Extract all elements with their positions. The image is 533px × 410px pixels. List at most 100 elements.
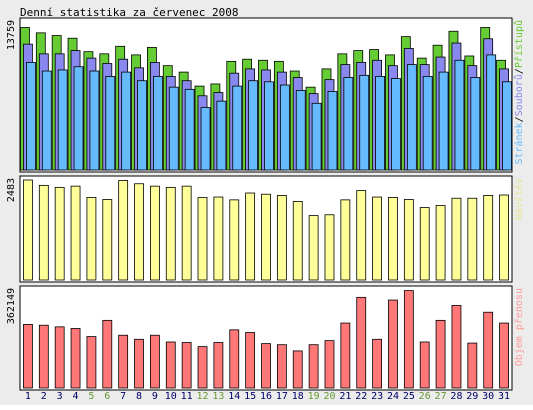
bar-stránek-day-22	[359, 74, 370, 171]
bar-stránek-day-30	[486, 54, 497, 171]
bar-návštěv-day-20	[324, 214, 335, 281]
day-label-1: 1	[25, 391, 31, 402]
day-axis-labels: 1 2 3 4 5 6 7 8 9 10 11 12 13 14 15 16 17 18 19 20 21 22 23 24 2…	[25, 391, 510, 402]
bar-stránek-day-24	[391, 78, 401, 171]
bar-návštěv-day-3	[54, 186, 65, 281]
bar-objem-přenosu-day-28	[451, 305, 462, 389]
bar-návštěv-day-6	[102, 199, 113, 281]
day-label-19: 19	[308, 391, 320, 402]
bar-objem-přenosu-day-26	[419, 341, 430, 389]
bar-návštěv-day-24	[388, 197, 398, 281]
bar-návštěv-day-23	[372, 196, 383, 281]
bar-stránek-day-11	[184, 88, 195, 171]
y-max-label: 362149	[6, 288, 17, 324]
legend-label: Objem přenosu	[513, 288, 525, 366]
bar-objem-přenosu-day-8	[134, 338, 144, 389]
bar-návštěv-day-28	[451, 197, 462, 281]
day-label-13: 13	[212, 391, 224, 402]
day-label-24: 24	[387, 391, 399, 402]
bar-stránek-day-9	[152, 76, 163, 171]
day-label-20: 20	[323, 391, 335, 402]
chart-panel-3: 362149 Objem přenosu	[6, 285, 525, 391]
day-label-28: 28	[450, 391, 462, 402]
day-label-29: 29	[466, 391, 478, 402]
y-max-label: 13759	[6, 20, 17, 50]
bar-stránek-day-19	[311, 102, 322, 171]
day-label-5: 5	[88, 391, 94, 402]
y-max-label: 2483	[6, 178, 17, 202]
bar-stránek-day-12	[200, 107, 211, 171]
bar-stránek-day-10	[168, 86, 179, 171]
day-label-4: 4	[73, 391, 79, 402]
bar-stránek-day-17	[279, 84, 290, 171]
bar-stránek-day-16	[264, 81, 274, 171]
bar-návštěv-day-1	[23, 179, 33, 281]
bar-návštěv-day-21	[340, 199, 351, 281]
day-label-15: 15	[244, 391, 256, 402]
bar-návštěv-day-8	[134, 183, 144, 281]
bar-návštěv-day-25	[403, 199, 414, 281]
bar-objem-přenosu-day-2	[38, 324, 49, 389]
day-label-7: 7	[120, 391, 126, 402]
bar-návštěv-day-18	[292, 201, 303, 281]
legend-part: Objem přenosu	[513, 288, 525, 366]
bar-objem-přenosu-day-19	[308, 344, 319, 389]
day-label-6: 6	[104, 391, 110, 402]
chart-panels: 13759 Stránek/Souborů/Přístupů 2483 Návštěv…	[6, 17, 525, 391]
bar-objem-přenosu-day-24	[388, 299, 398, 389]
bar-návštěv-day-16	[261, 193, 271, 281]
bar-návštěv-day-9	[149, 185, 160, 281]
day-label-9: 9	[152, 391, 158, 402]
day-label-31: 31	[498, 391, 510, 402]
bar-objem-přenosu-day-21	[340, 322, 351, 389]
bar-objem-přenosu-day-3	[54, 326, 65, 389]
legend-label: Stránek/Souborů/Přístupů	[513, 20, 525, 165]
bar-návštěv-day-26	[419, 207, 430, 281]
bar-objem-přenosu-day-10	[165, 341, 176, 389]
bar-stránek-day-21	[343, 77, 354, 171]
day-label-10: 10	[165, 391, 177, 402]
bar-stránek-day-29	[470, 77, 481, 171]
bar-objem-přenosu-day-16	[261, 343, 271, 389]
bar-objem-přenosu-day-17	[276, 344, 287, 389]
bar-stránek-day-28	[454, 59, 465, 171]
bar-návštěv-day-13	[213, 196, 224, 281]
day-label-30: 30	[482, 391, 494, 402]
bar-stránek-day-18	[295, 90, 306, 171]
day-label-23: 23	[371, 391, 383, 402]
bar-objem-přenosu-day-5	[86, 336, 97, 389]
bar-stránek-day-8	[137, 80, 147, 171]
bar-stránek-day-14	[232, 85, 243, 171]
day-label-11: 11	[181, 391, 193, 402]
legend-part: /	[514, 68, 525, 74]
bar-návštěv-day-19	[308, 215, 319, 281]
bar-objem-přenosu-day-29	[467, 342, 478, 389]
bar-objem-přenosu-day-22	[356, 296, 367, 389]
legend-label: Návštěv	[513, 178, 525, 220]
bar-návštěv-day-12	[197, 197, 208, 281]
bar-stránek-day-26	[422, 76, 433, 171]
bar-stránek-day-20	[327, 91, 338, 171]
day-label-18: 18	[292, 391, 304, 402]
bar-stránek-day-13	[216, 100, 227, 171]
bar-návštěv-day-15	[245, 192, 256, 281]
bar-stránek-day-23	[375, 76, 386, 171]
bar-stránek-day-31	[502, 81, 512, 171]
bar-objem-přenosu-day-12	[197, 346, 208, 389]
bar-návštěv-day-7	[118, 180, 129, 281]
bar-návštěv-day-30	[483, 195, 494, 281]
bar-stránek-day-15	[248, 80, 259, 171]
day-label-14: 14	[228, 391, 240, 402]
day-label-27: 27	[435, 391, 447, 402]
chart-panel-1: 13759 Stránek/Souborů/Přístupů	[6, 17, 525, 173]
day-label-26: 26	[419, 391, 431, 402]
bar-návštěv-day-2	[38, 184, 49, 281]
day-label-2: 2	[41, 391, 47, 402]
bar-objem-přenosu-day-9	[149, 334, 160, 389]
bar-stránek-day-27	[438, 71, 449, 171]
legend-part: /	[514, 116, 525, 122]
bar-návštěv-day-17	[276, 195, 287, 281]
day-label-16: 16	[260, 391, 272, 402]
bar-objem-přenosu-day-18	[292, 350, 303, 389]
